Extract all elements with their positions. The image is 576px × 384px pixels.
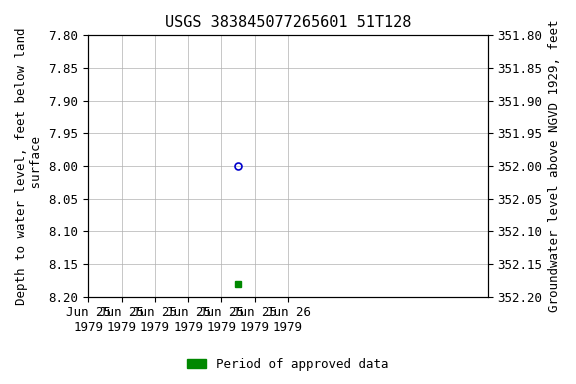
Y-axis label: Groundwater level above NGVD 1929, feet: Groundwater level above NGVD 1929, feet [548, 20, 561, 312]
Title: USGS 383845077265601 51T128: USGS 383845077265601 51T128 [165, 15, 411, 30]
Y-axis label: Depth to water level, feet below land
 surface: Depth to water level, feet below land su… [15, 27, 43, 305]
Legend: Period of approved data: Period of approved data [183, 353, 393, 376]
